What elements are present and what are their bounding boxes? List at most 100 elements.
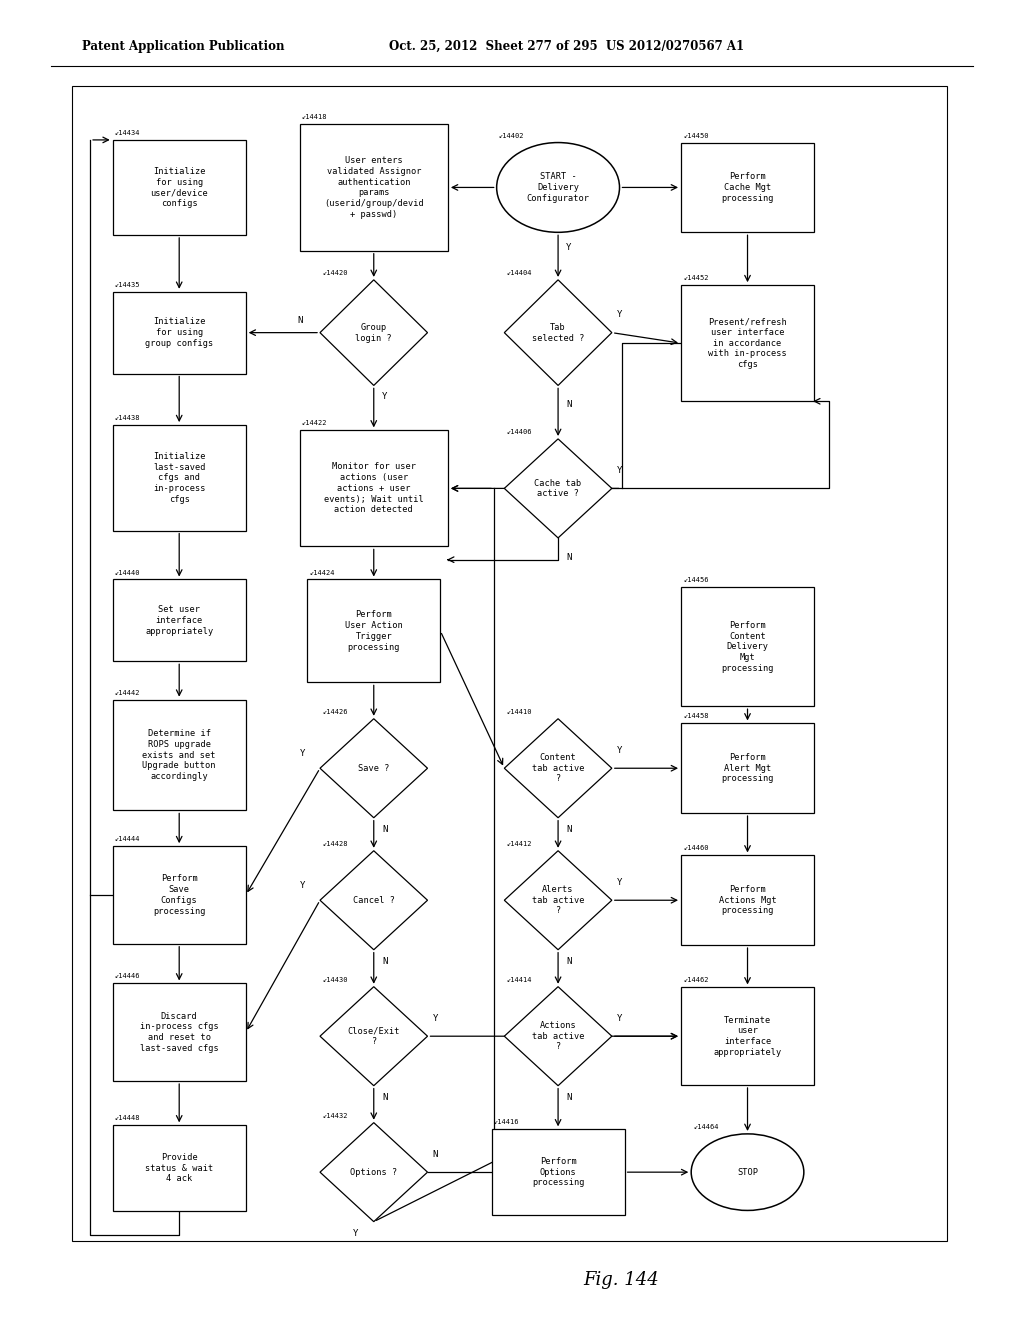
Text: ↙14414: ↙14414: [507, 977, 531, 982]
FancyBboxPatch shape: [681, 285, 814, 401]
Text: Y: Y: [616, 310, 623, 319]
Text: Present/refresh
user interface
in accordance
with in-process
cfgs: Present/refresh user interface in accord…: [709, 317, 786, 370]
Text: Initialize
for using
group configs: Initialize for using group configs: [145, 317, 213, 348]
Text: N: N: [382, 825, 387, 834]
Text: ↙14430: ↙14430: [322, 977, 347, 982]
Text: Y: Y: [566, 243, 571, 252]
FancyBboxPatch shape: [113, 700, 246, 810]
Text: START -
Delivery
Configurator: START - Delivery Configurator: [526, 172, 590, 203]
Text: ↙14426: ↙14426: [322, 709, 347, 715]
Text: ↙14440: ↙14440: [115, 569, 140, 576]
FancyBboxPatch shape: [113, 292, 246, 374]
Text: Options ?: Options ?: [350, 1168, 397, 1176]
Text: Terminate
user
interface
appropriately: Terminate user interface appropriately: [714, 1015, 781, 1057]
Text: N: N: [382, 1093, 387, 1101]
Text: N: N: [566, 1093, 571, 1101]
Text: ↙14402: ↙14402: [499, 132, 524, 139]
FancyBboxPatch shape: [681, 723, 814, 813]
Text: ↙14406: ↙14406: [507, 429, 531, 436]
Polygon shape: [319, 851, 428, 950]
Text: ↙14428: ↙14428: [322, 841, 347, 847]
Polygon shape: [505, 987, 612, 1085]
FancyBboxPatch shape: [113, 846, 246, 944]
Text: N: N: [382, 957, 387, 966]
FancyBboxPatch shape: [113, 140, 246, 235]
Text: Provide
status & wait
4 ack: Provide status & wait 4 ack: [145, 1152, 213, 1184]
Text: Y: Y: [382, 392, 387, 401]
Text: ↙14456: ↙14456: [683, 577, 709, 583]
FancyBboxPatch shape: [307, 579, 440, 682]
Text: Y: Y: [299, 748, 305, 758]
Text: Perform
User Action
Trigger
processing: Perform User Action Trigger processing: [345, 610, 402, 652]
Text: N: N: [566, 825, 571, 834]
Polygon shape: [505, 718, 612, 817]
Text: Close/Exit
?: Close/Exit ?: [347, 1027, 400, 1045]
Text: Perform
Actions Mgt
processing: Perform Actions Mgt processing: [719, 884, 776, 916]
Text: Set user
interface
appropriately: Set user interface appropriately: [145, 605, 213, 636]
Text: ↙14442: ↙14442: [115, 689, 140, 696]
FancyBboxPatch shape: [681, 587, 814, 706]
Text: Cache tab
active ?: Cache tab active ?: [535, 479, 582, 498]
Text: Perform
Content
Delivery
Mgt
processing: Perform Content Delivery Mgt processing: [721, 620, 774, 673]
Text: ↙14418: ↙14418: [301, 114, 327, 120]
Text: ↙14420: ↙14420: [322, 269, 347, 276]
Text: Alerts
tab active
?: Alerts tab active ?: [531, 884, 585, 916]
Text: ↙14462: ↙14462: [683, 977, 709, 983]
Text: N: N: [297, 315, 303, 325]
FancyBboxPatch shape: [113, 425, 246, 531]
Text: ↙14412: ↙14412: [507, 841, 531, 847]
Text: Perform
Options
processing: Perform Options processing: [531, 1156, 585, 1188]
Text: Y: Y: [616, 878, 623, 887]
Text: ↙14404: ↙14404: [507, 269, 531, 276]
Text: ↙14458: ↙14458: [683, 713, 709, 719]
Text: Group
login ?: Group login ?: [355, 323, 392, 342]
Text: N: N: [566, 400, 571, 409]
FancyBboxPatch shape: [113, 579, 246, 661]
Polygon shape: [505, 438, 612, 539]
FancyBboxPatch shape: [681, 143, 814, 232]
FancyBboxPatch shape: [299, 124, 449, 251]
Text: ↙14450: ↙14450: [683, 132, 709, 139]
Text: ↙14416: ↙14416: [494, 1119, 519, 1125]
Text: ↙14464: ↙14464: [693, 1123, 719, 1130]
Polygon shape: [319, 718, 428, 817]
Ellipse shape: [691, 1134, 804, 1210]
Text: ↙14432: ↙14432: [322, 1113, 347, 1119]
Text: ↙14444: ↙14444: [115, 836, 140, 842]
Text: Save ?: Save ?: [358, 764, 389, 772]
Text: Tab
selected ?: Tab selected ?: [531, 323, 585, 342]
Text: Perform
Alert Mgt
processing: Perform Alert Mgt processing: [721, 752, 774, 784]
Text: ↙14435: ↙14435: [115, 281, 140, 288]
Text: Y: Y: [353, 1229, 358, 1238]
Text: Initialize
for using
user/device
configs: Initialize for using user/device configs: [151, 166, 208, 209]
Text: Monitor for user
actions (user
actions + user
events); Wait until
action detecte: Monitor for user actions (user actions +…: [324, 462, 424, 515]
Text: User enters
validated Assignor
authentication
params
(userid/group/devid
+ passw: User enters validated Assignor authentic…: [324, 156, 424, 219]
FancyBboxPatch shape: [113, 983, 246, 1081]
Polygon shape: [319, 987, 428, 1085]
Text: Y: Y: [616, 466, 623, 475]
Text: ↙14438: ↙14438: [115, 414, 140, 421]
Text: ↙14448: ↙14448: [115, 1115, 140, 1121]
Text: N: N: [432, 1150, 438, 1159]
Text: Oct. 25, 2012  Sheet 277 of 295  US 2012/0270567 A1: Oct. 25, 2012 Sheet 277 of 295 US 2012/0…: [389, 40, 744, 53]
Text: Patent Application Publication: Patent Application Publication: [82, 40, 285, 53]
Text: Y: Y: [432, 1014, 438, 1023]
FancyBboxPatch shape: [492, 1129, 625, 1214]
Text: Y: Y: [616, 1014, 623, 1023]
Text: Y: Y: [299, 880, 305, 890]
Text: Discard
in-process cfgs
and reset to
last-saved cfgs: Discard in-process cfgs and reset to las…: [140, 1011, 218, 1053]
Ellipse shape: [497, 143, 620, 232]
Text: ↙14446: ↙14446: [115, 973, 140, 979]
Text: N: N: [566, 957, 571, 966]
Text: Content
tab active
?: Content tab active ?: [531, 752, 585, 784]
FancyBboxPatch shape: [299, 430, 449, 546]
Text: Initialize
last-saved
cfgs and
in-process
cfgs: Initialize last-saved cfgs and in-proces…: [153, 451, 206, 504]
Text: Perform
Cache Mgt
processing: Perform Cache Mgt processing: [721, 172, 774, 203]
Text: N: N: [566, 553, 571, 562]
Polygon shape: [505, 280, 612, 385]
FancyBboxPatch shape: [113, 1125, 246, 1212]
Text: ↙14424: ↙14424: [309, 569, 335, 576]
Polygon shape: [319, 280, 428, 385]
Text: ↙14410: ↙14410: [507, 709, 531, 715]
Text: Determine if
ROPS upgrade
exists and set
Upgrade button
accordingly: Determine if ROPS upgrade exists and set…: [142, 729, 216, 781]
